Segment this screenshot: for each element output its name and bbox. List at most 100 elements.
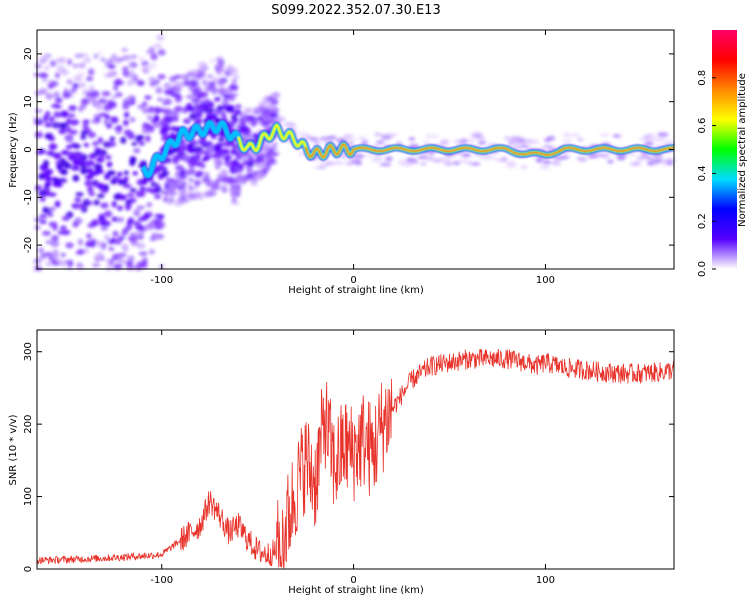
noise-blob [136, 79, 144, 87]
noise-blob [201, 79, 208, 86]
noise-blob [84, 179, 94, 187]
noise-blob [247, 162, 255, 167]
noise-blob [230, 183, 236, 190]
noise-blob [150, 181, 157, 187]
noise-blob [83, 142, 90, 148]
snr-x-ticks: -100 0 100 [150, 330, 555, 586]
noise-blob [654, 137, 666, 143]
noise-blob [61, 161, 70, 166]
noise-blob [651, 158, 664, 163]
noise-blob [113, 84, 119, 91]
noise-blob [264, 152, 273, 158]
noise-blob [185, 94, 194, 100]
noise-blob [93, 199, 100, 206]
noise-blob [130, 54, 138, 60]
noise-blob [195, 147, 204, 152]
ridge-core [305, 143, 675, 158]
noise-blob [218, 137, 225, 143]
noise-blob [264, 108, 271, 113]
noise-blob [48, 221, 58, 228]
noise-blob [347, 158, 358, 162]
noise-blob [122, 245, 129, 253]
noise-blob [191, 97, 201, 104]
noise-blob [165, 177, 175, 183]
noise-blob [408, 136, 415, 141]
noise-blob [33, 265, 43, 272]
noise-blob [169, 76, 177, 82]
noise-blob [104, 173, 111, 180]
noise-blob [194, 87, 203, 92]
noise-blob [235, 187, 242, 194]
noise-blob [98, 153, 106, 158]
noise-blob [188, 82, 197, 89]
noise-blob [202, 177, 211, 184]
noise-blob [60, 252, 66, 257]
noise-blob [43, 159, 50, 167]
noise-blob [137, 134, 145, 140]
noise-blob [45, 181, 52, 186]
noise-blob [88, 192, 96, 197]
noise-blob [188, 79, 197, 84]
noise-blob [96, 240, 104, 248]
noise-blob [123, 111, 130, 119]
noise-blob [116, 205, 123, 211]
noise-blob [224, 160, 233, 167]
noise-blob [237, 164, 244, 171]
noise-blob [157, 74, 166, 80]
snr-panel: -100 0 100 0 100 200 300 Height of straight l… [8, 329, 675, 596]
noise-blob [123, 176, 129, 181]
noise-blob [420, 162, 427, 166]
x-tick-label: -100 [150, 275, 173, 286]
noise-blob [246, 119, 252, 124]
noise-blob [59, 110, 69, 118]
noise-blob [595, 152, 605, 158]
noise-blob [233, 74, 240, 80]
noise-blob [272, 118, 283, 124]
noise-blob [77, 71, 86, 76]
noise-blob [125, 199, 132, 206]
noise-blob [74, 53, 83, 59]
noise-blob [210, 154, 219, 159]
noise-blob [144, 95, 152, 100]
noise-blob [357, 136, 367, 140]
noise-blob [220, 170, 226, 178]
noise-blob [244, 173, 254, 179]
noise-blob [271, 91, 281, 99]
noise-blob [60, 225, 67, 230]
noise-blob [106, 170, 116, 176]
noise-blob [131, 141, 138, 146]
noise-blob [141, 101, 148, 107]
noise-blob [197, 194, 204, 201]
noise-blob [147, 106, 156, 114]
noise-blob [135, 190, 143, 198]
noise-blob [138, 140, 145, 146]
noise-blob [247, 108, 253, 114]
noise-blob [182, 74, 189, 81]
noise-blob [645, 133, 656, 139]
noise-blob [83, 161, 91, 168]
noise-blob [42, 230, 51, 236]
noise-blob [61, 215, 70, 222]
noise-blob [248, 153, 261, 157]
noise-blob [97, 137, 104, 145]
noise-blob [38, 55, 47, 60]
noise-blob [145, 65, 153, 71]
noise-blob [35, 184, 43, 191]
noise-blob [51, 121, 61, 129]
noise-blob [75, 250, 85, 255]
noise-blob [373, 156, 382, 160]
noise-blob [562, 132, 572, 138]
noise-blob [36, 64, 42, 69]
noise-blob [206, 85, 213, 91]
noise-blob [36, 150, 44, 155]
x-tick-label: 0 [350, 575, 356, 586]
noise-blob [108, 246, 115, 252]
noise-blob [142, 213, 150, 220]
noise-blob [78, 82, 86, 89]
noise-blob [65, 242, 74, 249]
noise-blob [45, 92, 54, 100]
noise-blob [134, 263, 143, 271]
noise-blob [56, 65, 66, 73]
